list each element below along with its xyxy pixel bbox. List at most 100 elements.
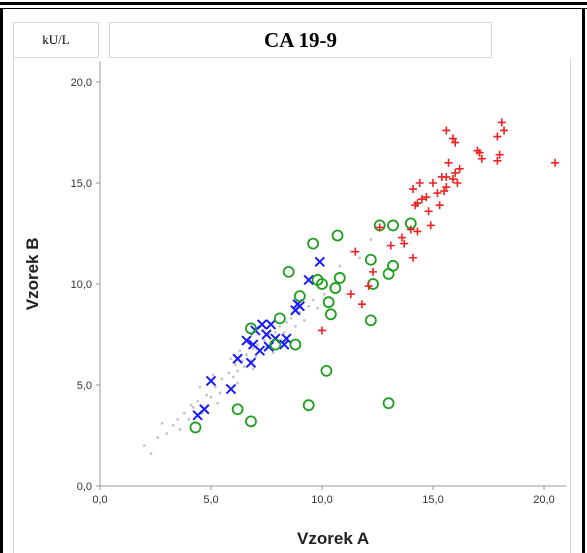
data-point-x: [232, 353, 243, 364]
data-point-dot: [227, 371, 231, 375]
data-point-plus: [346, 290, 355, 299]
data-point-dot: [254, 355, 257, 359]
data-point-circle: [273, 312, 286, 325]
data-point-dot: [358, 256, 362, 260]
data-point-x: [270, 333, 281, 344]
data-point-plus: [406, 225, 415, 234]
data-point-x: [256, 319, 268, 330]
data-point-plus: [409, 253, 418, 262]
data-point-circle: [320, 364, 333, 377]
data-point-dot: [209, 395, 213, 399]
data-point-plus: [493, 132, 502, 141]
data-point-plus: [444, 158, 453, 167]
data-point-dot: [176, 417, 180, 421]
data-point-plus: [451, 168, 460, 177]
data-point-x: [254, 345, 266, 356]
data-point-x: [314, 256, 325, 267]
data-point-plus: [386, 241, 395, 250]
data-point-x: [294, 301, 306, 312]
data-point-dot: [311, 298, 315, 302]
x-tick-label: 10,0: [311, 494, 332, 506]
data-point-plus: [442, 172, 451, 181]
data-point-dot: [216, 401, 220, 405]
data-point-dot: [182, 411, 186, 415]
data-point-plus: [455, 164, 464, 173]
data-point-dot: [245, 353, 248, 357]
data-point-dot: [178, 428, 182, 431]
data-point-plus: [493, 156, 502, 165]
data-point-dot: [211, 373, 215, 377]
data-point-dot: [171, 424, 175, 427]
data-point-x: [261, 329, 272, 340]
data-point-dot: [251, 367, 255, 371]
data-point-x: [303, 274, 314, 286]
data-point-plus: [448, 174, 457, 183]
data-point-dot: [196, 399, 200, 403]
data-point-plus: [551, 158, 560, 167]
data-point-plus: [448, 134, 457, 143]
data-point-dot: [238, 349, 242, 353]
data-points: [143, 118, 560, 456]
data-point-x: [263, 341, 274, 352]
data-point-plus: [475, 148, 484, 157]
data-point-circle: [245, 322, 257, 335]
data-point-x: [265, 319, 277, 330]
data-point-dot: [165, 432, 169, 435]
plot-panel: [13, 58, 571, 553]
data-point-circle: [231, 403, 244, 416]
data-point-circle: [364, 253, 377, 266]
data-point-x: [199, 404, 210, 415]
data-point-dot: [231, 375, 235, 379]
data-point-plus: [375, 223, 384, 232]
data-point-circle: [289, 338, 302, 351]
data-point-plus: [424, 207, 433, 216]
data-point-plus: [415, 179, 424, 187]
data-point-dot: [242, 365, 246, 369]
top-rule-thin: [0, 8, 587, 9]
data-point-plus: [351, 247, 360, 256]
y-tick-label: 0,0: [77, 481, 92, 493]
data-point-dot: [156, 436, 160, 439]
data-point-circle: [333, 272, 346, 284]
data-point-dot: [302, 318, 306, 322]
data-point-dot: [285, 320, 288, 324]
data-point-circle: [293, 290, 306, 303]
data-point-circle: [329, 282, 342, 294]
data-point-dot: [316, 306, 319, 310]
data-point-plus: [422, 193, 431, 202]
data-point-dot: [273, 331, 277, 334]
data-point-plus: [442, 126, 451, 135]
data-point-dot: [338, 264, 342, 268]
data-point-dot: [369, 238, 373, 241]
data-point-circle: [322, 296, 335, 309]
data-point-plus: [435, 201, 444, 210]
data-point-plus: [417, 195, 426, 204]
data-point-plus: [440, 187, 449, 196]
unit-label: kU/L: [13, 22, 99, 58]
x-tick-label: 15,0: [422, 494, 443, 506]
data-point-circle: [245, 415, 257, 428]
data-point-dot: [293, 325, 297, 328]
data-point-plus: [400, 239, 409, 248]
left-border: [0, 8, 3, 553]
data-point-dot: [236, 381, 240, 385]
chart-title: CA 19-9: [109, 22, 492, 58]
data-point-plus: [397, 233, 406, 242]
data-point-dot: [236, 369, 240, 373]
data-point-plus: [495, 150, 504, 159]
y-tick-label: 20,0: [71, 77, 92, 89]
data-point-plus: [442, 183, 451, 192]
data-point-circle: [302, 399, 315, 412]
data-point-dot: [262, 339, 266, 342]
data-point-plus: [409, 185, 418, 194]
data-point-x: [279, 339, 290, 350]
data-point-dot: [322, 292, 326, 296]
data-point-plus: [413, 227, 422, 236]
data-point-x: [245, 357, 257, 368]
x-axis-title: Vzorek A: [297, 529, 369, 548]
ticks: 0,00,0 5,0 5,0 10,0 10,0 15,0 15,0 20,0 20,0: [71, 77, 555, 506]
data-point-plus: [426, 221, 435, 230]
y-axis-title: Vzorek B: [23, 238, 42, 311]
